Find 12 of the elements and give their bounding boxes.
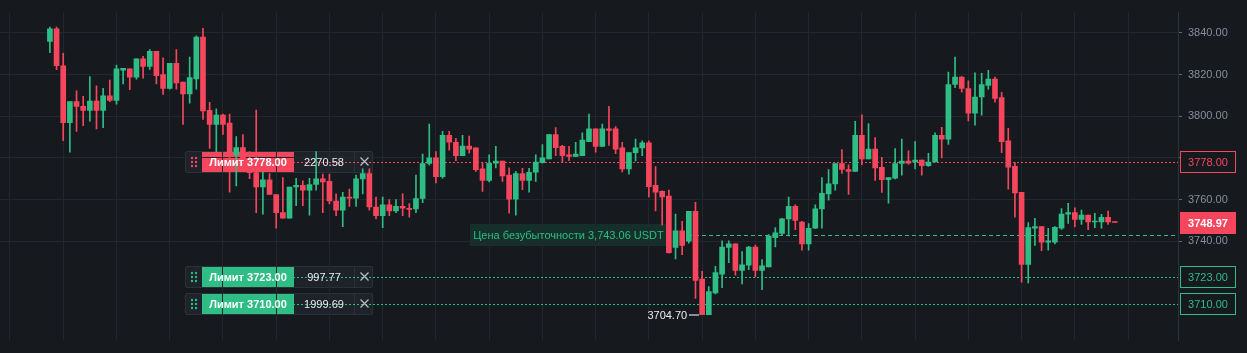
annotation: 3704.70 xyxy=(647,307,688,323)
text: 3723.00 xyxy=(1180,265,1236,288)
annotation: 997.77 xyxy=(294,266,354,287)
text: 3710.00 xyxy=(1180,292,1236,315)
annotation: 1999.69 xyxy=(294,293,354,314)
y-tick-label: 3740.00 xyxy=(1188,234,1228,247)
y-tick-label: 3840.00 xyxy=(1188,25,1228,38)
text: 3748.97 xyxy=(1180,211,1236,234)
y-tick-label: 3800.00 xyxy=(1188,109,1228,122)
y-tick-label: 3820.00 xyxy=(1188,67,1228,80)
text: 3778.00 xyxy=(1180,151,1236,174)
y-tick-label: 3760.00 xyxy=(1188,192,1228,205)
